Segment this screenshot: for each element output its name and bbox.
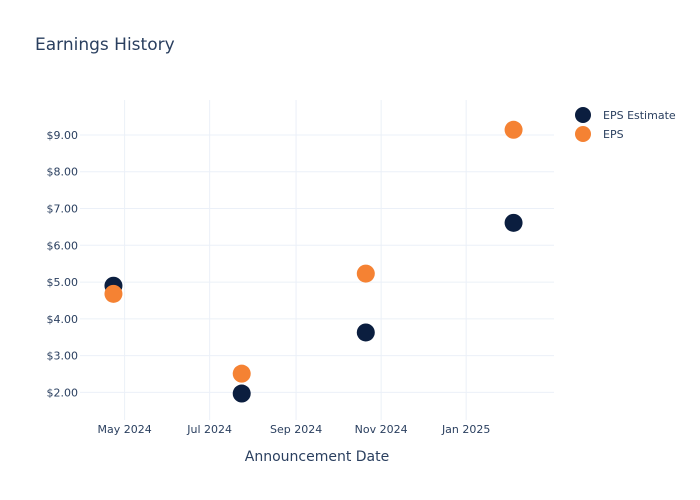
y-tick-label: $7.00 [47, 203, 79, 216]
y-axis-tick-labels: $2.00 $3.00 $4.00 $5.00 $6.00 $7.00 $8.00 $9.00 [47, 129, 79, 399]
y-tick-label: $6.00 [47, 239, 79, 252]
legend-marker [575, 107, 591, 123]
x-axis-tick-labels: May 2024 Jul 2024 Sep 2024 Nov 2024 Jan 2025 [97, 423, 490, 436]
y-tick-label: $5.00 [47, 276, 79, 289]
data-point-eps-estimate[interactable] [232, 384, 251, 403]
data-point-eps[interactable] [356, 264, 375, 283]
data-point-eps-estimate[interactable] [356, 323, 375, 342]
chart-title: Earnings History [35, 35, 175, 55]
data-points [104, 120, 523, 403]
x-axis-title: Announcement Date [245, 449, 389, 465]
data-point-eps[interactable] [104, 284, 123, 303]
y-tick-label: $3.00 [47, 350, 79, 363]
x-tick-label: Sep 2024 [270, 423, 322, 436]
y-tick-label: $2.00 [47, 386, 79, 399]
grid [80, 100, 554, 420]
data-point-eps[interactable] [504, 120, 523, 139]
y-tick-label: $4.00 [47, 313, 79, 326]
legend-item-eps-estimate[interactable]: EPS Estimate [575, 107, 676, 123]
x-tick-label: Jul 2024 [186, 423, 232, 436]
x-tick-label: May 2024 [97, 423, 151, 436]
legend-label: EPS Estimate [603, 109, 676, 122]
x-tick-label: Nov 2024 [355, 423, 408, 436]
y-tick-label: $8.00 [47, 166, 79, 179]
y-tick-label: $9.00 [47, 129, 79, 142]
legend-label: EPS [603, 128, 624, 141]
legend-marker [575, 126, 591, 142]
x-tick-label: Jan 2025 [441, 423, 490, 436]
data-point-eps[interactable] [232, 364, 251, 383]
legend[interactable]: EPS Estimate EPS [575, 107, 676, 142]
data-point-eps-estimate[interactable] [504, 213, 523, 232]
legend-item-eps[interactable]: EPS [575, 126, 624, 142]
